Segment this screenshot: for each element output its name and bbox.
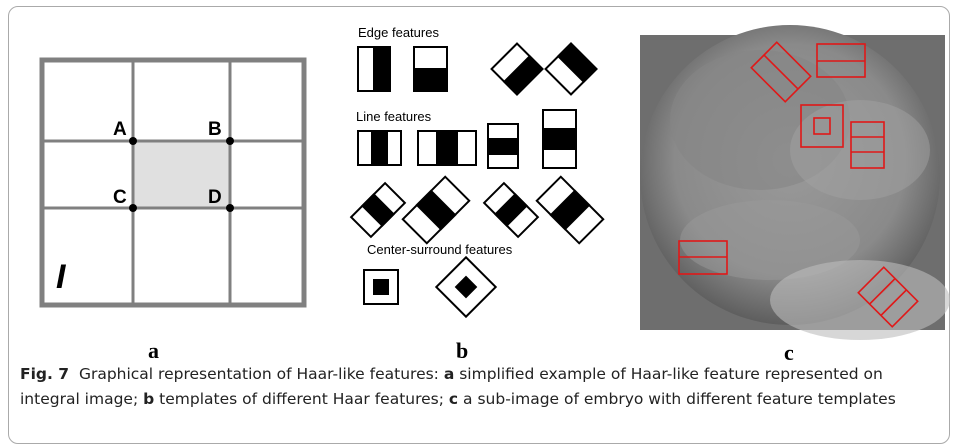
panel-label: a — [148, 338, 159, 363]
haar-templates: Edge features Line features Center-surro… — [351, 25, 603, 317]
caption-panel-ref: c — [449, 390, 458, 408]
corner-label: A — [113, 119, 127, 140]
caption-text: Graphical representation of Haar-like fe… — [79, 365, 444, 383]
caption-text: templates of different Haar features; — [154, 390, 449, 408]
caption-label: Fig. 7 — [20, 365, 69, 383]
integral-image: A B C D I — [42, 60, 304, 305]
corner-label: D — [208, 187, 222, 208]
group-label: Center-surround features — [367, 242, 513, 257]
embryo-image — [640, 25, 950, 340]
group-label: Line features — [356, 109, 432, 124]
caption-panel-ref: b — [143, 390, 154, 408]
caption-text: a sub-image of embryo with different fea… — [458, 390, 896, 408]
figure-caption: Fig. 7 Graphical representation of Haar-… — [20, 362, 940, 412]
panel-label: b — [456, 338, 468, 363]
page: A B C D I a Edge features Line features … — [0, 0, 960, 448]
group-label: Edge features — [358, 25, 439, 40]
caption-panel-ref: a — [444, 365, 454, 383]
image-label: I — [56, 258, 67, 296]
corner-label: B — [208, 119, 222, 140]
corner-label: C — [113, 187, 127, 208]
